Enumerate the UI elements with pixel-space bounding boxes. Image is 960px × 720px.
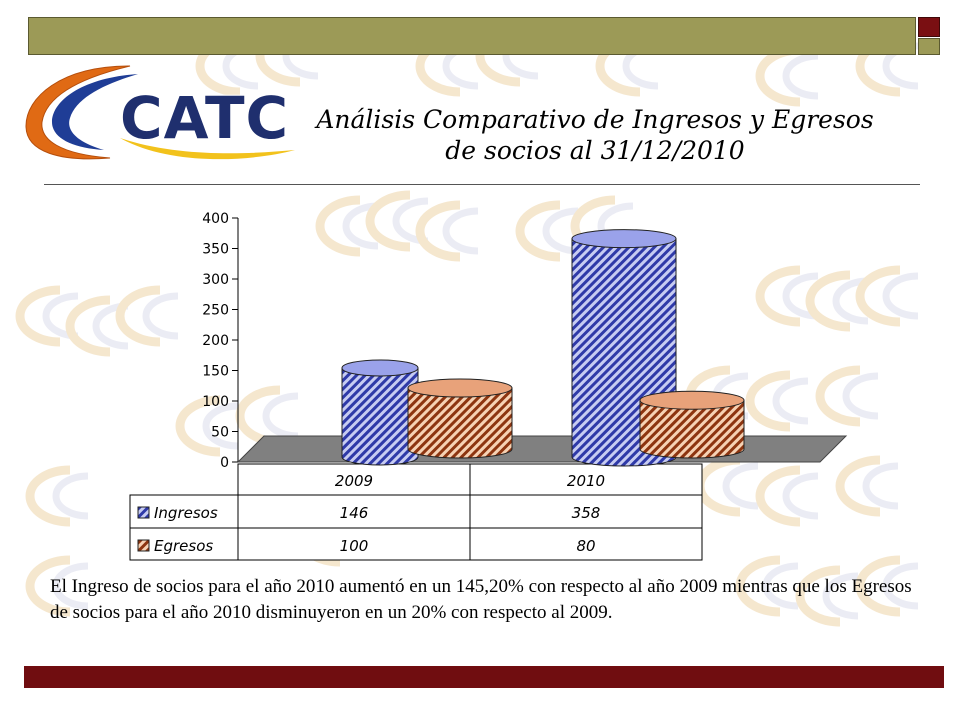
logo-swoosh-orange bbox=[25, 65, 131, 160]
top-right-corner-block bbox=[918, 17, 940, 37]
bar-top bbox=[571, 229, 677, 249]
chart-floor bbox=[236, 435, 848, 463]
logo-swoosh-yellow bbox=[120, 138, 295, 160]
catc-logo: CATC bbox=[25, 65, 295, 160]
bar-body bbox=[341, 367, 419, 466]
legend-swatch-ingresos bbox=[137, 506, 150, 519]
bar-top bbox=[341, 359, 419, 377]
table-category-2010: 2010 bbox=[567, 472, 605, 490]
table-value: 146 bbox=[340, 504, 369, 522]
bottom-decorative-bar bbox=[24, 666, 944, 688]
summary-text: El Ingreso de socios para el año 2010 au… bbox=[50, 576, 912, 623]
y-tick-label: 350 bbox=[202, 242, 229, 258]
bar-top bbox=[407, 378, 513, 398]
top-right-corner-block-lower bbox=[918, 38, 940, 55]
title-line-1: Análisis Comparativo de Ingresos y Egres… bbox=[316, 105, 874, 134]
table-value: 100 bbox=[340, 537, 369, 555]
bar-body bbox=[639, 399, 745, 459]
table-value: 358 bbox=[572, 504, 601, 522]
y-tick-label: 50 bbox=[211, 425, 229, 441]
page-title: Análisis Comparativo de Ingresos y Egres… bbox=[260, 104, 930, 166]
title-line-2: de socios al 31/12/2010 bbox=[445, 136, 745, 165]
y-tick-label: 200 bbox=[202, 333, 229, 349]
bar-top bbox=[639, 390, 745, 410]
logo-swoosh-blue bbox=[52, 74, 138, 150]
title-divider bbox=[44, 184, 920, 185]
table-category-2009: 2009 bbox=[335, 472, 373, 490]
y-tick-label: 400 bbox=[202, 211, 229, 227]
legend-swatch-egresos bbox=[137, 539, 150, 552]
top-decorative-bar bbox=[28, 17, 916, 55]
legend-label-egresos: Egresos bbox=[154, 537, 213, 555]
y-tick-label: 150 bbox=[202, 364, 229, 380]
logo-text: CATC bbox=[120, 84, 289, 152]
bar-ingresos-2009 bbox=[341, 359, 419, 466]
legend-label-ingresos: Ingresos bbox=[154, 504, 218, 522]
y-tick-label: 250 bbox=[202, 303, 229, 319]
bar-body bbox=[407, 387, 513, 459]
bar-egresos-2010 bbox=[639, 390, 745, 459]
y-tick-label: 300 bbox=[202, 272, 229, 288]
y-tick-label: 100 bbox=[202, 394, 229, 410]
y-tick-label: 0 bbox=[220, 455, 229, 471]
table-value: 80 bbox=[576, 537, 595, 555]
bar-egresos-2009 bbox=[407, 378, 513, 459]
